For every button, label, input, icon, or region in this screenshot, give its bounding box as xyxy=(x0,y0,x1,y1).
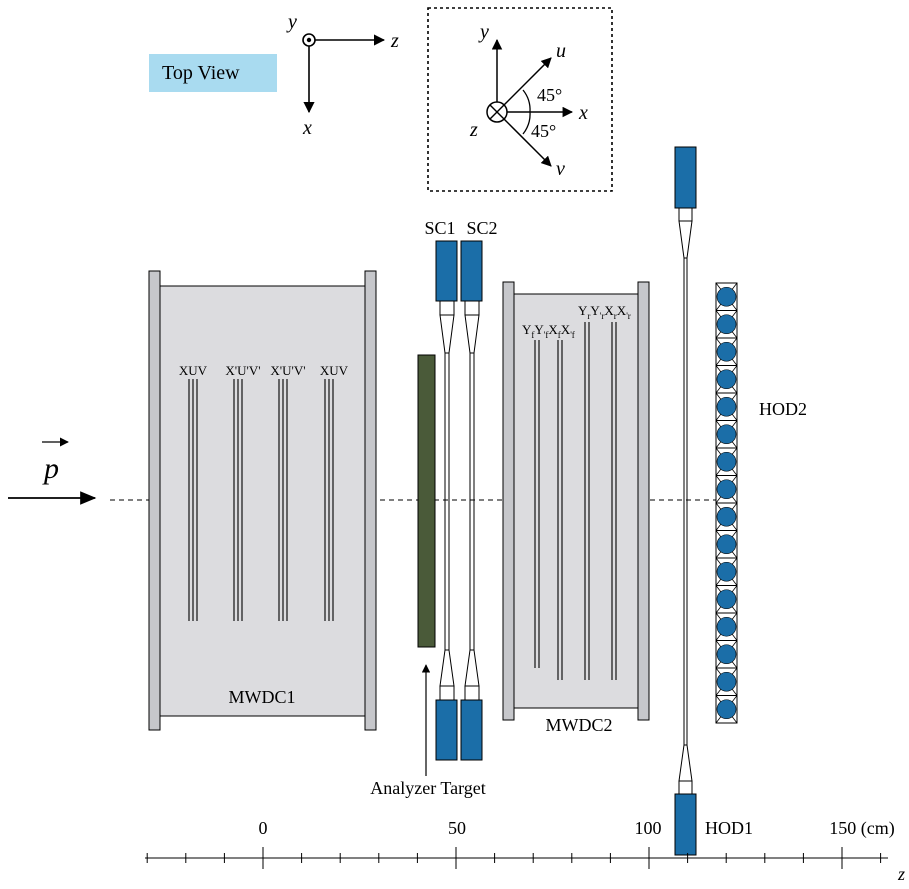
inset-label-z: z xyxy=(469,119,478,141)
hod2-cell xyxy=(715,282,738,311)
inset-label-x: x xyxy=(578,102,588,124)
svg-text:YfY'fXfX'f: YfY'fXfX'f xyxy=(522,322,575,340)
hod2-cell xyxy=(715,695,738,724)
mwdc1-plane-label: X'U'V' xyxy=(225,363,260,378)
mwdc2-wire-planes xyxy=(534,322,617,680)
inset-angle-lower: 45° xyxy=(531,121,556,141)
hod2-cell xyxy=(715,530,738,559)
scale-tick-label: 100 xyxy=(635,818,662,838)
top-view-label: Top View xyxy=(162,62,240,84)
inset-label-y: y xyxy=(478,21,489,43)
hod2-cell xyxy=(715,502,738,531)
hod2-cell xyxy=(715,557,738,586)
hod2-cell xyxy=(715,310,738,339)
hod2-cell xyxy=(715,667,738,696)
hod2-label: HOD2 xyxy=(759,399,807,419)
mwdc2-label: MWDC2 xyxy=(546,715,613,735)
hod1-label: HOD1 xyxy=(705,818,753,838)
sc2-label: SC2 xyxy=(466,218,497,238)
mwdc1-label: MWDC1 xyxy=(229,687,296,707)
scale-tick-label: 50 xyxy=(448,818,466,838)
scale-ticks xyxy=(146,847,882,869)
scale-axis: 0 50 100 150 (cm) z xyxy=(145,818,905,884)
mwdc2-front-plane-labels: YfY'fXfX'f xyxy=(522,322,575,340)
scale-tick-label: 150 (cm) xyxy=(829,818,894,839)
inset-angle-upper: 45° xyxy=(537,85,562,105)
hod2-cell xyxy=(715,392,738,421)
top-view-badge: Top View xyxy=(149,54,277,92)
hod2-cell xyxy=(715,475,738,504)
mwdc1-chamber: XUV X'U'V' X'U'V' XUV MWDC1 xyxy=(148,270,377,731)
hod2-cell xyxy=(715,420,738,449)
scale-axis-label: z xyxy=(897,864,905,884)
main-axes: y z x xyxy=(286,11,399,139)
mwdc1-plane-label: XUV xyxy=(320,363,349,378)
svg-text:YrY'rXrX'r: YrY'rXrX'r xyxy=(578,303,631,321)
mwdc1-wire-planes xyxy=(188,379,334,621)
hod2-cell xyxy=(715,365,738,394)
wire-orientation-inset: y u x z v 45° 45° xyxy=(427,7,613,192)
sc1-label: SC1 xyxy=(424,218,455,238)
beam-label: p xyxy=(42,452,59,485)
mwdc1-plane-label: X'U'V' xyxy=(270,363,305,378)
analyzer-target-label: Analyzer Target xyxy=(370,778,486,798)
inset-label-u: u xyxy=(556,40,566,62)
hod2-cell xyxy=(715,447,738,476)
hod2-array: HOD2 xyxy=(715,282,807,724)
hod2-cell xyxy=(715,612,738,641)
axis-label-y: y xyxy=(286,11,297,33)
hod2-cell xyxy=(715,337,738,366)
analyzer-target: Analyzer Target xyxy=(370,354,486,798)
axis-label-z: z xyxy=(390,30,399,52)
axis-label-x: x xyxy=(302,117,312,139)
inset-label-v: v xyxy=(556,158,565,180)
mwdc1-plane-label: XUV xyxy=(179,363,208,378)
mwdc2-chamber: YfY'fXfX'f YrY'rXrX'r MWDC2 xyxy=(502,281,650,735)
sc2-counter: SC2 xyxy=(460,218,498,761)
hod2-cell xyxy=(715,585,738,614)
mwdc2-rear-plane-labels: YrY'rXrX'r xyxy=(578,303,631,321)
hod2-cell xyxy=(715,640,738,669)
hod2-cells xyxy=(715,282,738,724)
sc1-counter: SC1 xyxy=(424,218,458,761)
hod1-counter: HOD1 xyxy=(674,146,753,856)
scale-tick-label: 0 xyxy=(259,818,268,838)
